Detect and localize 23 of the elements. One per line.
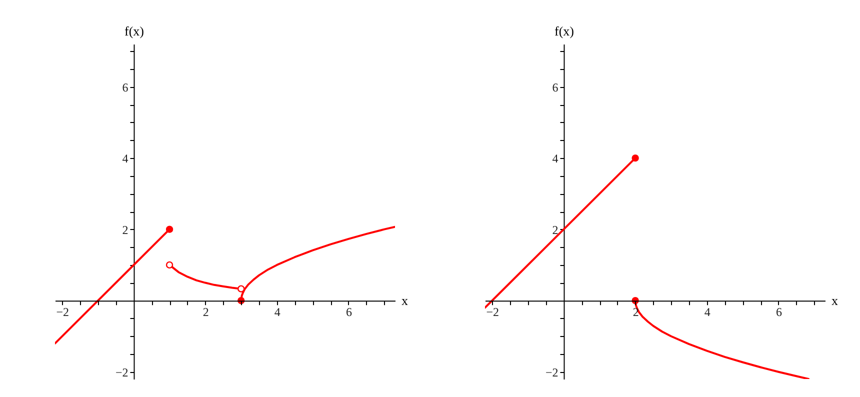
x-axis-title: x [402, 293, 408, 308]
x-tick-label: 4 [704, 305, 710, 320]
y-tick-label: −2 [545, 365, 558, 380]
y-tick-label: −2 [115, 365, 128, 380]
point [166, 226, 174, 233]
y-tick-label: 4 [552, 152, 558, 166]
y-tick-label: 4 [122, 152, 128, 166]
x-tick-label: 4 [274, 305, 280, 320]
y-tick-label: 2 [122, 222, 128, 237]
y-axis-title: f(x) [124, 24, 144, 38]
x-tick-label: −2 [56, 305, 70, 320]
y-tick-label: 6 [552, 80, 558, 94]
x-tick-label: 6 [346, 305, 352, 320]
x-axis-title: x [832, 293, 838, 308]
x-tick-label: 2 [632, 305, 639, 320]
y-tick-label: 2 [552, 222, 558, 237]
x-tick-label: 6 [776, 305, 782, 320]
y-tick-label: 6 [122, 80, 128, 94]
x-tick-label: −2 [486, 305, 500, 320]
x-tick-label: 2 [202, 305, 209, 320]
point [166, 261, 174, 269]
y-axis-title: f(x) [554, 24, 574, 38]
point [238, 285, 245, 292]
